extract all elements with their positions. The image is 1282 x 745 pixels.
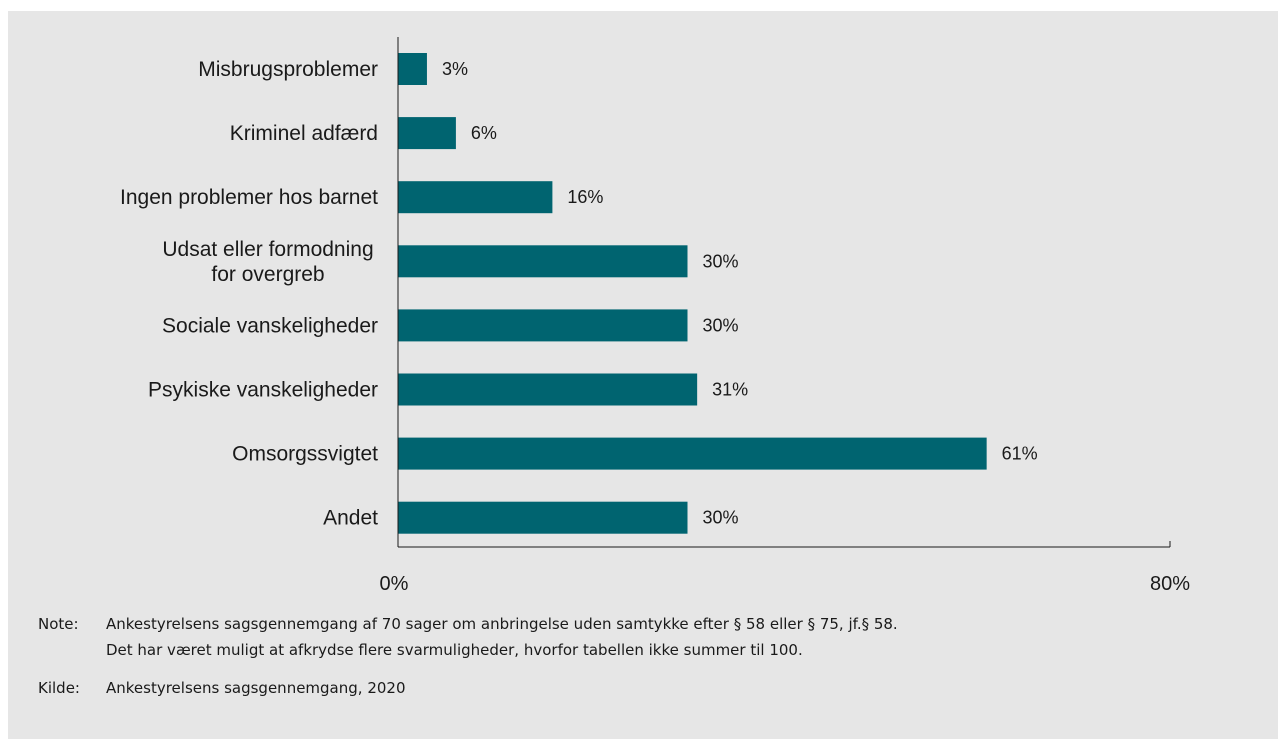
category-label-7: Omsorgssvigtet [232, 443, 378, 466]
x-tick-label-0: 0% [380, 573, 409, 595]
bar-6 [398, 373, 698, 406]
bar-8 [398, 501, 688, 534]
category-label-8: Andet [323, 507, 378, 530]
bar-1 [398, 53, 427, 85]
category-label-2: Kriminel adfærd [230, 122, 378, 145]
bar-4 [398, 245, 688, 278]
data-label-1: 3% [442, 59, 468, 79]
data-label-6: 31% [712, 380, 748, 400]
category-label-3: Ingen problemer hos barnet [120, 186, 378, 209]
category-label-6: Psykiske vanskeligheder [148, 379, 378, 402]
bar-3 [398, 181, 553, 214]
category-label-4: Udsat eller formodning for overgreb [162, 238, 373, 286]
note-line-1: Ankestyrelsens sagsgennemgang af 70 sage… [106, 615, 898, 633]
bar-chart: 3% Misbrugsproblemer 6% Kriminel adfærd 16% I… [120, 37, 1190, 595]
data-label-8: 30% [703, 508, 739, 528]
bar-2 [398, 117, 456, 150]
data-label-3: 16% [567, 187, 603, 207]
data-label-2: 6% [471, 123, 497, 143]
data-label-4: 30% [703, 251, 739, 271]
source-text: Ankestyrelsens sagsgennemgang, 2020 [106, 679, 406, 697]
chart-notes: Note: Ankestyrelsens sagsgennemgang af 7… [38, 611, 1258, 701]
data-label-5: 30% [703, 315, 739, 335]
bar-5 [398, 309, 688, 342]
category-label-1: Misbrugsproblemer [198, 58, 378, 81]
note-text: Ankestyrelsens sagsgennemgang af 70 sage… [106, 611, 1258, 663]
source-row: Kilde: Ankestyrelsens sagsgennemgang, 20… [38, 675, 1258, 701]
note-line-2: Det har været muligt at afkrydse flere s… [106, 641, 803, 659]
bar-7 [398, 437, 987, 470]
x-tick-label-80: 80% [1150, 573, 1190, 595]
note-row: Note: Ankestyrelsens sagsgennemgang af 7… [38, 611, 1258, 663]
note-key: Note: [38, 615, 79, 633]
source-key: Kilde: [38, 679, 80, 697]
category-label-5: Sociale vanskeligheder [162, 314, 378, 337]
data-label-7: 61% [1002, 444, 1038, 464]
